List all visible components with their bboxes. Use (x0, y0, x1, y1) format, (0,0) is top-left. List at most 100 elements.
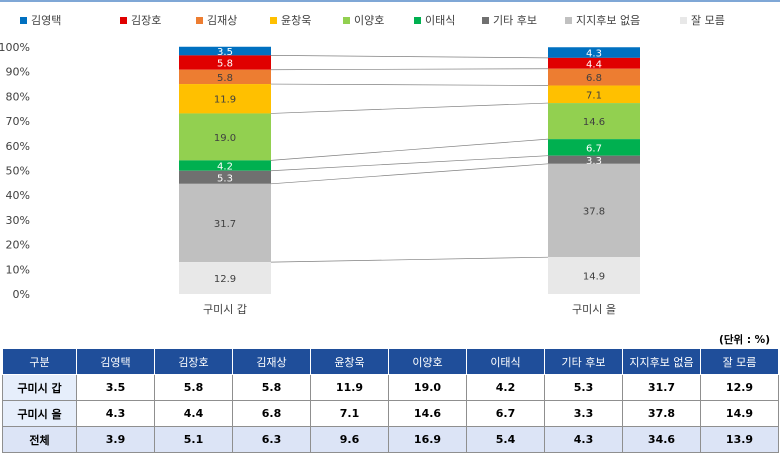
table-cell: 13.9 (700, 426, 779, 453)
table-cell: 7.1 (310, 400, 389, 427)
bar-segment (548, 257, 640, 294)
legend-swatch (414, 16, 421, 24)
table-row-header: 구미시 갑 (2, 374, 77, 401)
legend-label: 윤창욱 (281, 14, 312, 27)
bar-segment (548, 47, 640, 58)
table-header-cell: 지지후보 없음 (622, 348, 701, 375)
x-tick-label: 구미시 을 (572, 303, 616, 316)
legend-swatch (120, 16, 127, 24)
table-header-row: 구분 김영택 김장호 김재상 윤창욱 이양호 이태식 기타 후보 지지후보 없음 잘 모름 (2, 348, 779, 375)
bar-segment (179, 84, 271, 114)
data-label: 5.3 (217, 173, 233, 184)
table-header-cell: 김재상 (232, 348, 311, 375)
legend-label: 김장호 (131, 14, 162, 27)
table-cell: 4.3 (76, 400, 155, 427)
table-row-header: 전체 (2, 426, 77, 453)
legend-swatch (270, 16, 277, 24)
legend-label: 이양호 (354, 14, 385, 27)
data-label: 3.5 (217, 47, 233, 58)
legend-item: 잘 모름 (680, 12, 725, 28)
table-cell: 9.6 (310, 426, 389, 453)
legend-swatch (20, 16, 27, 24)
table-cell: 3.5 (76, 374, 155, 401)
legend-item: 김장호 (120, 12, 161, 28)
legend-label: 김영택 (31, 14, 62, 27)
bar-segment (548, 85, 640, 104)
table-cell: 3.9 (76, 426, 155, 453)
data-label: 4.4 (586, 59, 602, 70)
table-cell: 16.9 (388, 426, 467, 453)
table-cell: 5.3 (544, 374, 623, 401)
table-header-cell: 이양호 (388, 348, 467, 375)
table-cell: 5.8 (154, 374, 233, 401)
data-label: 14.9 (583, 272, 605, 283)
bar-segment (548, 155, 640, 164)
table-cell: 4.3 (544, 426, 623, 453)
legend-item: 김영택 (20, 12, 61, 28)
data-table: 구분 김영택 김장호 김재상 윤창욱 이양호 이태식 기타 후보 지지후보 없음 잘 모름 구미시… (2, 348, 779, 453)
table-cell: 6.7 (466, 400, 545, 427)
table-header-cell: 구분 (2, 348, 77, 375)
data-label: 14.6 (583, 117, 605, 128)
table-row: 전체 3.9 5.1 6.3 9.6 16.9 5.4 4.3 34.6 13.9 (2, 426, 779, 453)
series-connector-line (270, 163, 549, 185)
series-connector-line (270, 68, 549, 71)
legend-item: 윤창욱 (270, 12, 311, 28)
y-tick-label: 60% (6, 140, 30, 153)
table-header-cell: 이태식 (466, 348, 545, 375)
table-cell: 4.4 (154, 400, 233, 427)
table-cell: 12.9 (700, 374, 779, 401)
unit-label: (단위 : %) (719, 334, 770, 346)
series-connector-line (270, 256, 549, 263)
data-label: 6.8 (586, 73, 602, 84)
table-cell: 5.4 (466, 426, 545, 453)
data-label: 6.7 (586, 143, 602, 154)
y-tick-label: 90% (6, 66, 30, 79)
legend-item: 김재상 (196, 12, 237, 28)
table-cell: 37.8 (622, 400, 701, 427)
data-label: 4.2 (217, 162, 233, 173)
data-label: 5.8 (217, 73, 233, 84)
table-header-cell: 김장호 (154, 348, 233, 375)
data-label: 7.1 (586, 90, 602, 101)
table-cell: 5.1 (154, 426, 233, 453)
table-header-cell: 김영택 (76, 348, 155, 375)
y-tick-label: 40% (6, 189, 30, 202)
bar-segment (179, 113, 271, 161)
legend-item: 이양호 (343, 12, 384, 28)
legend-item: 기타 후보 (482, 12, 537, 28)
bar-segment (179, 262, 271, 294)
y-tick-label: 70% (6, 115, 30, 128)
series-connector-line (270, 102, 549, 114)
data-label: 37.8 (583, 207, 605, 218)
table-header-cell: 잘 모름 (700, 348, 779, 375)
legend-swatch (196, 16, 203, 24)
bar-segment (179, 170, 271, 184)
bar-segment (548, 68, 640, 86)
legend-label: 기타 후보 (493, 14, 537, 27)
legend-label: 이태식 (425, 14, 456, 27)
y-tick-label: 100% (0, 41, 30, 54)
legend-swatch (482, 16, 489, 24)
data-label: 5.8 (217, 59, 233, 70)
table-cell: 14.6 (388, 400, 467, 427)
legend-label: 김재상 (207, 14, 238, 27)
table-cell: 3.3 (544, 400, 623, 427)
y-tick-label: 20% (6, 239, 30, 252)
table-cell: 14.9 (700, 400, 779, 427)
bar-segment (548, 57, 640, 69)
legend-swatch (343, 16, 350, 24)
bar-segment (179, 183, 271, 263)
table-row-header: 구미시 을 (2, 400, 77, 427)
series-connector-line (270, 83, 549, 86)
data-label: 4.3 (586, 49, 602, 60)
y-tick-label: 30% (6, 214, 30, 227)
table-header-cell: 기타 후보 (544, 348, 623, 375)
table-cell: 34.6 (622, 426, 701, 453)
table-cell: 19.0 (388, 374, 467, 401)
bar-segment (548, 139, 640, 156)
bar-segment (179, 160, 271, 171)
legend-swatch (565, 16, 572, 24)
y-tick-label: 50% (6, 165, 30, 178)
table-cell: 31.7 (622, 374, 701, 401)
